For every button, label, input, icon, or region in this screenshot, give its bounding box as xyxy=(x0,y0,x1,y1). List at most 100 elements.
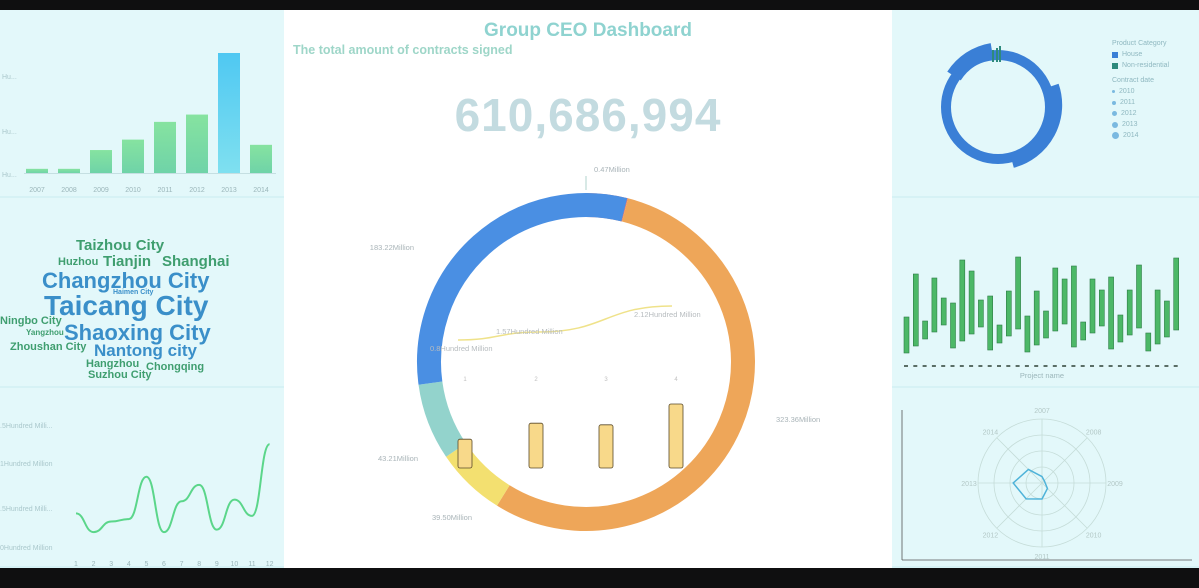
project-bar xyxy=(1117,314,1124,343)
bar-2012 xyxy=(186,114,208,173)
word-changzhou: Changzhou City xyxy=(42,268,210,293)
project-bar xyxy=(987,295,993,351)
project-bar xyxy=(1052,267,1059,332)
radar-label: 2009 xyxy=(1107,481,1123,488)
project-marker xyxy=(1164,365,1169,367)
legend-label: House xyxy=(1122,51,1143,58)
legend-item-2012[interactable]: 2012 xyxy=(1112,108,1169,119)
project-bar xyxy=(1006,290,1012,337)
x-tick-label: 10 xyxy=(231,561,239,568)
y-tick-label: Hu... xyxy=(2,129,17,136)
project-marker xyxy=(904,365,908,367)
x-tick-label: 2009 xyxy=(93,187,109,194)
x-tick-label: 4 xyxy=(127,561,131,568)
x-tick-label: 2014 xyxy=(253,187,269,194)
bar-2009 xyxy=(90,150,112,173)
radar-spoke xyxy=(1041,437,1088,484)
x-tick-label: 9 xyxy=(215,561,219,568)
project-marker xyxy=(1052,365,1057,367)
slice-label: 183.22Million xyxy=(370,243,414,252)
y-tick-label: Hu... xyxy=(2,74,17,81)
legend-item-house[interactable]: House xyxy=(1112,49,1169,60)
project-bar xyxy=(1164,300,1170,338)
legend-item-2013[interactable]: 2013 xyxy=(1112,119,1169,130)
project-bar xyxy=(1089,278,1096,334)
x-tick-label: 11 xyxy=(248,561,255,568)
project-marker xyxy=(1145,365,1150,367)
radar-spoke xyxy=(1041,482,1088,529)
project-marker xyxy=(969,365,974,367)
overlay-line-label: 1.57Hundred Million xyxy=(496,327,563,336)
panel-radar: 2007 2008 2009 2010 2011 2012 2013 2014 xyxy=(892,388,1199,568)
project-bar xyxy=(1154,289,1161,345)
x-tick-label: 6 xyxy=(162,561,166,568)
legend-swatch xyxy=(1112,51,1118,58)
radar-spoke xyxy=(996,482,1043,529)
yearly-bar-chart: Hu... Hu... Hu... 2007 2008 2009 2010 2011 2012 2… xyxy=(2,53,276,194)
project-marker xyxy=(941,365,946,367)
legend-dot xyxy=(1112,90,1115,93)
legend-item-2014[interactable]: 2014 xyxy=(1112,130,1169,141)
project-marker xyxy=(1080,365,1085,367)
x-tick-label: 2008 xyxy=(61,187,77,194)
project-marker xyxy=(931,365,936,367)
monthly-line-chart: .5Hundred Milli... 1Hundred Million .5Hund… xyxy=(0,423,274,568)
project-bar xyxy=(1043,310,1049,339)
dashboard-frame: Hu... Hu... Hu... 2007 2008 2009 2010 2011 2012 2… xyxy=(0,10,1199,568)
project-bar xyxy=(1033,290,1040,346)
overlay-bar-label: 3 xyxy=(604,377,608,383)
radar-label: 2012 xyxy=(983,533,999,540)
legend-item-2010[interactable]: 2010 xyxy=(1112,86,1169,97)
legend-item-2011[interactable]: 2011 xyxy=(1112,97,1169,108)
x-tick-label: 2012 xyxy=(189,187,205,194)
radar-label: 2010 xyxy=(1086,533,1102,540)
overlay-line-label: 2.12Hundred Million xyxy=(634,310,701,319)
project-bar xyxy=(1071,265,1077,348)
legend-label: 2014 xyxy=(1123,132,1139,139)
project-bar xyxy=(950,302,956,349)
project-marker xyxy=(1090,365,1094,367)
project-marker xyxy=(913,365,918,367)
project-marker xyxy=(950,365,955,367)
project-bar xyxy=(1015,256,1021,330)
project-marker xyxy=(987,365,992,367)
project-bar xyxy=(903,316,910,354)
panel-word-cloud: Taizhou City Huzhou Tianjin Shanghai Cha… xyxy=(0,198,284,388)
overlay-bar-label: 4 xyxy=(674,377,678,383)
y-tick-label: .5Hundred Milli... xyxy=(0,506,53,513)
legend-item-non-residential[interactable]: Non-residential xyxy=(1112,60,1169,71)
x-tick-label: 3 xyxy=(109,561,113,568)
panel-yearly-bars: Hu... Hu... Hu... 2007 2008 2009 2010 2011 2012 2… xyxy=(0,10,284,198)
project-bar xyxy=(1136,264,1142,329)
legend-dot xyxy=(1112,132,1119,139)
panel-product-category: Product Category House Non-residential C… xyxy=(892,10,1199,198)
x-tick-label: 2 xyxy=(92,561,96,568)
center-panel: Group CEO Dashboard The total amount of … xyxy=(284,10,892,568)
legend-swatch xyxy=(1112,62,1118,69)
project-marker xyxy=(1108,365,1113,367)
panel-project-bars: Project name xyxy=(892,198,1199,388)
slice-label: 39.50Million xyxy=(432,513,472,522)
project-marker xyxy=(997,365,1001,367)
donut-slice xyxy=(418,381,467,457)
y-tick-label: .5Hundred Milli... xyxy=(0,423,53,430)
bar-2010 xyxy=(122,139,144,173)
radar-label: 2011 xyxy=(1034,554,1049,561)
y-tick-label: 1Hundred Million xyxy=(0,461,53,468)
slice-label: 0.47Million xyxy=(594,165,630,174)
project-marker xyxy=(1155,365,1160,367)
legend-dot xyxy=(1112,100,1116,105)
project-marker xyxy=(1024,365,1029,367)
project-marker xyxy=(959,365,964,367)
word-zhoushan: Zhoushan City xyxy=(10,341,87,353)
legend-dot xyxy=(1112,121,1118,128)
x-tick-label: 2011 xyxy=(157,187,172,194)
x-tick-label: 8 xyxy=(197,561,201,568)
project-bar xyxy=(978,299,984,328)
project-bar xyxy=(968,270,975,335)
project-bar xyxy=(922,320,928,340)
word-shaoxing: Shaoxing City xyxy=(64,320,211,345)
overlay-bar xyxy=(528,422,544,469)
legend-title: Product Category xyxy=(1112,40,1167,47)
x-tick-label: 2007 xyxy=(29,187,45,194)
